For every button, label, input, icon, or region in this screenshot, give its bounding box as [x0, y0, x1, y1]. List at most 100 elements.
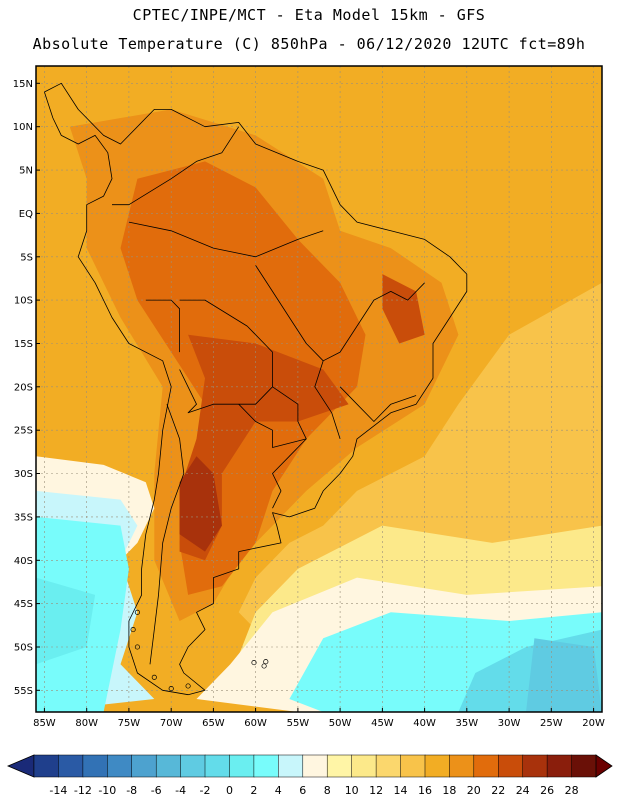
island-4 [168, 686, 174, 692]
lon-label: 40W [413, 718, 436, 729]
latitude-axis: 15N 10N 5N EQ 5S 10S 15S 20S 25S 30S 35S 40S 45S 50S 5… [13, 79, 40, 697]
temperature-band-14 [526, 638, 602, 712]
lon-label: 25W [540, 718, 563, 729]
coastline-11 [149, 404, 185, 665]
colorbar-swatch [400, 754, 426, 778]
colorbar-swatch [498, 754, 524, 778]
colorbar-label: 26 [540, 784, 554, 797]
coastline-9 [339, 386, 417, 422]
map-subtitle: Absolute Temperature (C) 850hPa - 06/12/… [32, 35, 586, 53]
colorbar-label: -6 [151, 784, 162, 797]
lon-label: 30W [498, 718, 521, 729]
coastline-4 [238, 386, 307, 448]
lat-lon-grid [36, 66, 602, 712]
lat-label: 40S [14, 556, 33, 567]
lat-label: 5N [19, 166, 33, 177]
coastline-1 [112, 126, 240, 206]
lat-label: 10S [14, 296, 33, 307]
lon-label: 35W [455, 718, 478, 729]
island-5 [151, 674, 157, 680]
coastline-6 [145, 299, 181, 353]
colorbar-label: -8 [126, 784, 137, 797]
lat-label: 30S [14, 469, 33, 480]
colorbar-label: 8 [324, 784, 331, 797]
lat-label: 25S [14, 426, 33, 437]
lon-label: 75W [118, 718, 141, 729]
lon-label: 85W [33, 718, 56, 729]
colorbar-label: 18 [442, 784, 456, 797]
island-0 [263, 659, 269, 665]
longitude-axis: 85W 80W 75W 70W 65W 60W 55W 50W 45W 40W 35W 30W 25W 2… [33, 708, 605, 729]
colorbar-swatch [107, 754, 133, 778]
lon-label: 55W [287, 718, 310, 729]
island-2 [261, 663, 267, 669]
colorbar-swatch [326, 754, 353, 778]
lat-label: 35S [14, 512, 33, 523]
colorbar-label: 28 [565, 784, 579, 797]
colorbar-swatch [522, 754, 548, 778]
colorbar-swatch [253, 754, 279, 778]
lon-label: 80W [75, 718, 98, 729]
lat-label: 45S [14, 599, 33, 610]
colorbar-swatch [58, 754, 84, 778]
lat-label: 10N [13, 122, 33, 133]
colorbar-label: 14 [394, 784, 408, 797]
lat-label: 15S [14, 339, 33, 350]
colorbar: -14 -12 -10 -8 -6 -4 -2 0 2 4 6 8 10 12 14 16 18 20 22 24 26… [6, 754, 613, 797]
lon-label: 60W [244, 718, 267, 729]
colorbar-label: 10 [345, 784, 359, 797]
colorbar-swatch [155, 754, 182, 778]
island-7 [130, 627, 136, 633]
lat-label: 20S [14, 382, 33, 393]
colorbar-swatch [424, 754, 450, 778]
temperature-band-4 [382, 274, 425, 344]
colorbar-label: -12 [74, 784, 92, 797]
coastline-10 [314, 360, 341, 440]
lat-label: 50S [14, 643, 33, 654]
colorbar-swatch [375, 754, 402, 778]
lon-label: 50W [329, 718, 352, 729]
colorbar-swatch [278, 754, 304, 778]
lon-label: 45W [371, 718, 394, 729]
temperature-field [36, 66, 602, 712]
colorbar-swatch [302, 754, 328, 778]
island-1 [251, 660, 257, 666]
colorbar-swatch [33, 754, 59, 778]
lat-label: 55S [14, 686, 33, 697]
colorbar-swatch [229, 754, 255, 778]
colorbar-swatch [180, 754, 206, 778]
colorbar-label: 22 [491, 784, 505, 797]
colorbar-swatch [204, 754, 230, 778]
coastline-2 [128, 221, 324, 258]
colorbar-label: 16 [418, 784, 432, 797]
colorbar-label: -10 [98, 784, 116, 797]
lat-label: EQ [19, 209, 33, 220]
colorbar-label: 20 [467, 784, 481, 797]
coastline-7 [255, 265, 358, 362]
coastlines-borders [44, 82, 468, 696]
colorbar-swatch [473, 754, 499, 778]
temperature-band-3 [179, 334, 349, 561]
coastline-3 [179, 299, 273, 414]
colorbar-label: 12 [369, 784, 383, 797]
colorbar-swatch [351, 754, 377, 778]
colorbar-label: -2 [200, 784, 211, 797]
coastline-0 [44, 82, 468, 696]
colorbar-label: -14 [49, 784, 67, 797]
colorbar-swatch [449, 754, 475, 778]
lon-label: 20W [582, 718, 605, 729]
lat-label: 15N [13, 79, 33, 90]
colorbar-label: 0 [226, 784, 233, 797]
colorbar-label: 6 [299, 784, 306, 797]
colorbar-swatch [82, 754, 108, 778]
island-8 [134, 609, 140, 615]
colorbar-label: 24 [516, 784, 530, 797]
colorbar-label: -4 [175, 784, 186, 797]
lat-label: 5S [20, 252, 33, 263]
island-6 [134, 644, 140, 650]
lon-label: 65W [202, 718, 225, 729]
map-title: CPTEC/INPE/MCT - Eta Model 15km - GFS [132, 6, 486, 24]
colorbar-over-arrow [595, 754, 613, 778]
colorbar-under-arrow [6, 754, 35, 778]
